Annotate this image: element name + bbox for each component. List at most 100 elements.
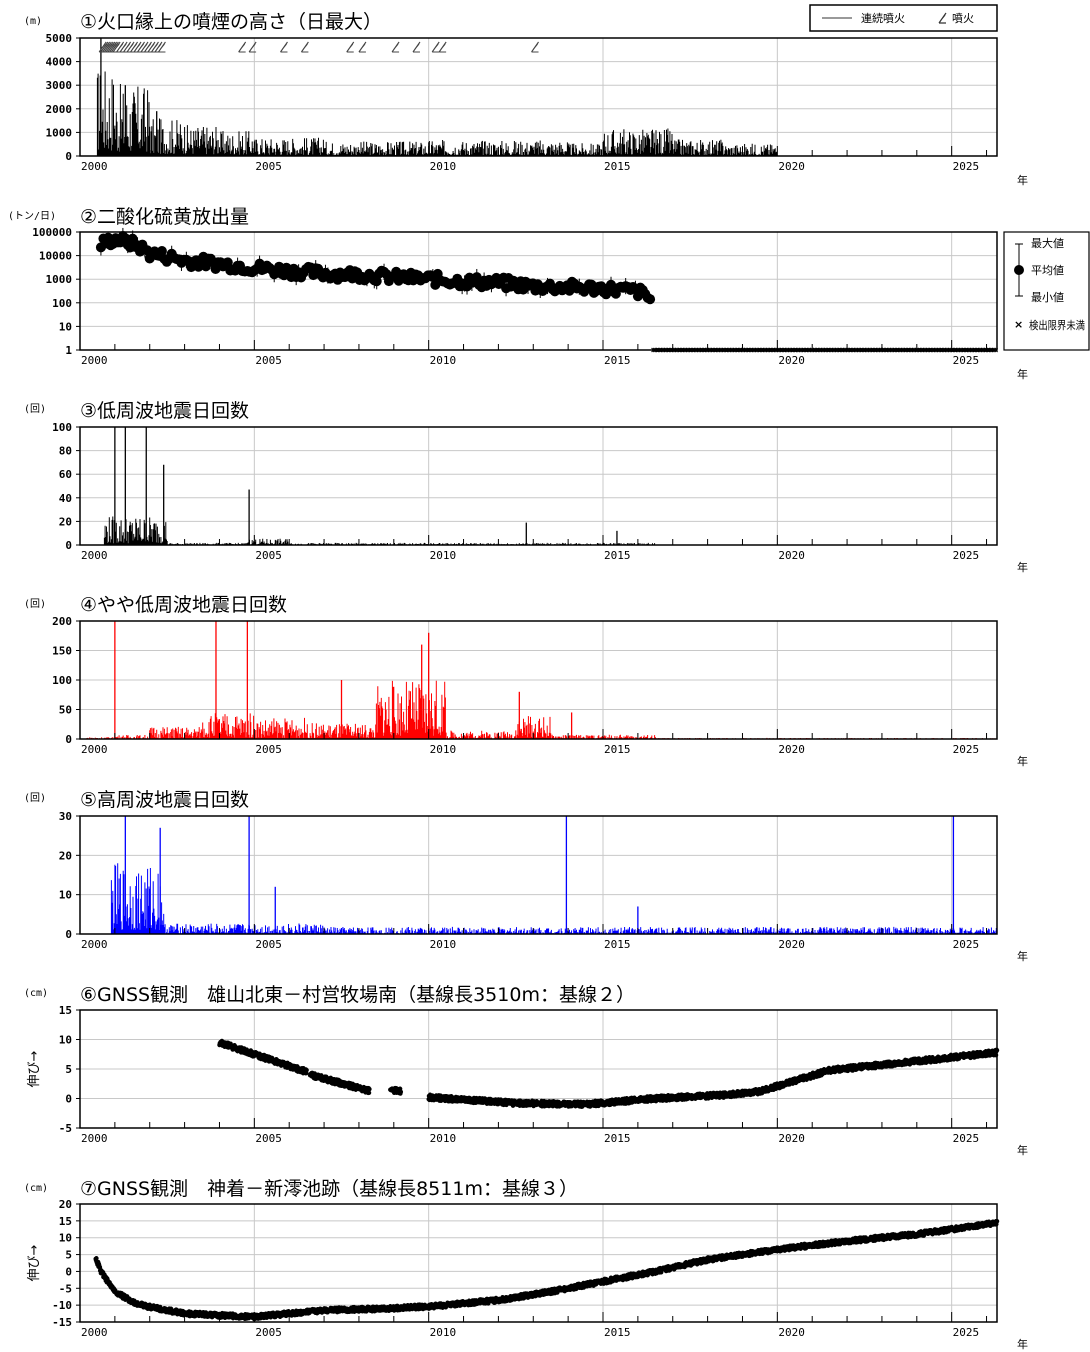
p7-plot-area [80, 1204, 997, 1322]
p1-legend-eruption-icon [938, 12, 947, 24]
p1-grid [80, 38, 997, 156]
p2-yticks: 1 10 100 1000 10000 100000 [32, 226, 80, 357]
p3-plot-area [80, 427, 997, 545]
p3-xtick-label-3: 2015 [604, 549, 631, 562]
p2-xtick-label-0: 2000 [81, 354, 108, 367]
p6-title: ⑥GNSS観測 雄山北東－村営牧場南（基線長3510m：基線２） [80, 984, 635, 1006]
p1-xticks: 2000 2005 2010 2015 2020 2025 [79, 146, 988, 173]
p4-title: ④やや低周波地震日回数 [80, 594, 287, 616]
p2-xtick-label-2: 2010 [430, 354, 457, 367]
eruption-marker-26 [346, 41, 355, 53]
p3-year-unit: 年 [1017, 560, 1028, 574]
so2-point [371, 276, 382, 287]
p2-xtick-label-3: 2015 [604, 354, 631, 367]
p4-xtick-label-4: 2020 [778, 743, 805, 756]
p1-legend-marker-label: 噴火 [952, 12, 974, 25]
so2-point [645, 294, 656, 305]
p5-title: ⑤高周波地震日回数 [80, 789, 249, 811]
p2-ytick-label-5: 100000 [32, 226, 72, 239]
p2-unit: (トン/日) [8, 211, 56, 222]
p1-xtick-label-3: 2015 [604, 160, 631, 173]
p6-xticks: 2000 2005 2010 2015 2020 2025 [79, 1118, 988, 1145]
p7-gnss-series-0 [93, 1218, 1000, 1322]
p6-xtick-label-3: 2015 [604, 1132, 631, 1145]
p7-xtick-label-5: 2025 [953, 1326, 980, 1339]
p1-ytick-label-0: 0 [65, 150, 72, 163]
p3-grid [80, 427, 997, 545]
p6-unit: (cm) [24, 988, 48, 999]
p5-year-unit: 年 [1017, 949, 1028, 963]
eruption-marker-23 [248, 41, 257, 53]
p6-ytick-label-2: 5 [65, 1063, 72, 1076]
p6-gnss-series-3 [426, 1047, 1000, 1109]
eruption-marker-28 [391, 41, 400, 53]
p1-xtick-label-5: 2025 [953, 160, 980, 173]
panel-7: (cm) ⑦GNSS観測 神着－新澪池跡（基線長8511m：基線３） -15-1… [24, 1178, 1028, 1351]
p5-ytick-label-3: 30 [59, 810, 72, 823]
p4-ytick-label-1: 50 [59, 704, 72, 717]
p1-ytick-label-2: 2000 [46, 103, 73, 116]
p3-xtick-label-5: 2025 [953, 549, 980, 562]
panel-4: (回) ④やや低周波地震日回数 0 50 100 150 200 2000 2005 201… [24, 594, 1028, 768]
p2-xtick-label-1: 2005 [255, 354, 282, 367]
p2-legend: 最大値 平均値 最小値 × 検出限界未満 [1003, 231, 1090, 351]
p6-ylabel: 伸び→ [27, 1050, 42, 1087]
p5-yticks: 0 10 20 30 [59, 810, 80, 941]
p7-yticks: -15 -10 -5 0 5 10 15 20 [52, 1198, 80, 1329]
panel-1: (m) ①火口縁上の噴煙の高さ（日最大） 連続噴火 噴火 0 1000 2000 30… [24, 4, 1028, 187]
p6-gnss-series-2 [388, 1085, 404, 1096]
p5-plot-area [80, 816, 997, 934]
p3-unit: (回) [24, 403, 46, 415]
p6-xtick-label-1: 2005 [255, 1132, 282, 1145]
p4-ytick-label-3: 150 [52, 645, 72, 658]
p1-marks [96, 38, 778, 156]
p6-gnss-series-0 [217, 1038, 309, 1076]
p2-year-unit: 年 [1017, 367, 1028, 381]
p6-year-unit: 年 [1017, 1143, 1028, 1157]
p6-ytick-label-0: -5 [59, 1122, 72, 1135]
p2-legend-mean-marker [1014, 265, 1024, 275]
p4-ytick-label-2: 100 [52, 674, 72, 687]
p6-yticks: -5 0 5 10 15 [59, 1004, 80, 1135]
p2-legend-box [1003, 231, 1090, 351]
p7-ytick-label-4: 5 [65, 1249, 72, 1262]
p6-xtick-label-5: 2025 [953, 1132, 980, 1145]
eruption-marker-31 [438, 41, 447, 53]
p4-yticks: 0 50 100 150 200 [52, 615, 80, 746]
p2-ytick-label-4: 10000 [39, 250, 72, 263]
p1-yticks: 0 1000 2000 3000 4000 5000 [46, 32, 80, 163]
p1-legend: 連続噴火 噴火 [809, 4, 998, 32]
p7-xtick-label-4: 2020 [778, 1326, 805, 1339]
p3-xtick-label-4: 2020 [778, 549, 805, 562]
p3-xticks: 2000 2005 2010 2015 2020 2025 [79, 535, 988, 562]
p7-ytick-label-7: 20 [59, 1198, 72, 1211]
p6-ytick-label-3: 10 [59, 1034, 72, 1047]
p3-frame [79, 426, 998, 546]
p2-ytick-label-1: 10 [59, 320, 72, 333]
p4-xtick-label-3: 2015 [604, 743, 631, 756]
p1-title: ①火口縁上の噴煙の高さ（日最大） [80, 11, 382, 33]
panel-6: (cm) ⑥GNSS観測 雄山北東－村営牧場南（基線長3510m：基線２） -5… [24, 984, 1028, 1157]
p1-xtick-label-4: 2020 [778, 160, 805, 173]
p3-xtick-label-0: 2000 [81, 549, 108, 562]
p5-xtick-label-2: 2010 [430, 938, 457, 951]
p2-xtick-label-5: 2025 [953, 354, 980, 367]
p3-ytick-label-3: 60 [59, 468, 72, 481]
p5-xtick-label-3: 2015 [604, 938, 631, 951]
p1-ytick-label-4: 4000 [46, 56, 73, 69]
so2-point [156, 246, 167, 256]
p3-xtick-label-1: 2005 [255, 549, 282, 562]
p1-legend-line-label: 連続噴火 [861, 11, 905, 25]
p7-xtick-label-0: 2000 [81, 1326, 108, 1339]
p1-xtick-label-1: 2005 [255, 160, 282, 173]
p4-xtick-label-5: 2025 [953, 743, 980, 756]
p5-ytick-label-1: 10 [59, 889, 72, 902]
p7-xtick-label-2: 2010 [430, 1326, 457, 1339]
eruption-marker-22 [238, 41, 247, 53]
so2-point [452, 273, 463, 284]
p6-xtick-label-2: 2010 [430, 1132, 457, 1145]
p6-xtick-label-0: 2000 [81, 1132, 108, 1145]
